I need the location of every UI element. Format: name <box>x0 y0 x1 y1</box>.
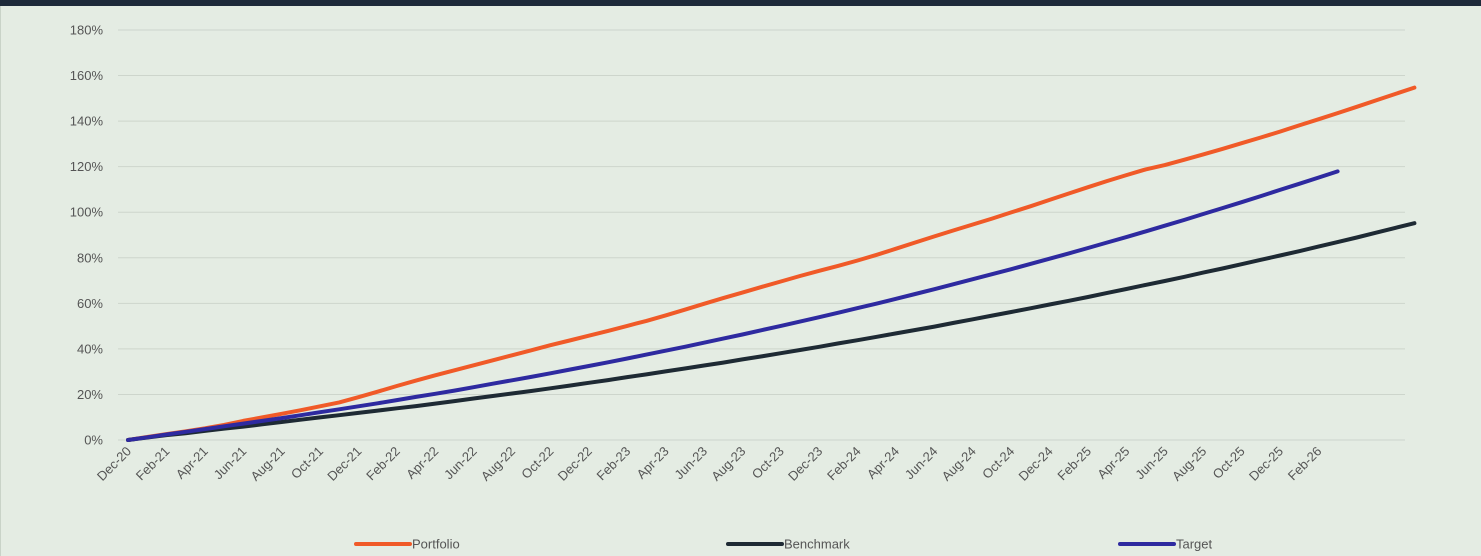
x-tick-label: Jun-21 <box>211 444 250 483</box>
x-tick-label: Dec-23 <box>785 444 825 484</box>
x-tick-label: Aug-24 <box>939 444 979 484</box>
y-tick-label: 180% <box>70 23 104 38</box>
x-tick-label: Dec-25 <box>1246 444 1286 484</box>
gridlines <box>118 30 1405 440</box>
legend-label-benchmark: Benchmark <box>784 537 850 552</box>
x-tick-label: Apr-23 <box>634 444 672 482</box>
y-tick-label: 20% <box>77 387 103 402</box>
x-tick-label: Oct-22 <box>518 444 556 482</box>
x-tick-label: Apr-22 <box>403 444 441 482</box>
x-tick-label: Aug-21 <box>247 444 287 484</box>
legend: Portfolio Benchmark Target <box>356 537 1213 552</box>
y-tick-label: 40% <box>77 341 103 356</box>
x-tick-label: Oct-25 <box>1210 444 1248 482</box>
y-tick-label: 0% <box>84 433 103 448</box>
x-tick-label: Oct-21 <box>288 444 326 482</box>
x-tick-label: Jun-23 <box>671 444 710 483</box>
x-tick-label: Aug-22 <box>478 444 518 484</box>
y-tick-label: 100% <box>70 205 104 220</box>
x-tick-label: Oct-23 <box>749 444 787 482</box>
y-tick-label: 160% <box>70 68 104 83</box>
x-tick-label: Dec-20 <box>94 444 134 484</box>
x-tick-label: Jun-22 <box>441 444 480 483</box>
series-lines <box>128 88 1414 440</box>
legend-label-target: Target <box>1176 537 1213 552</box>
series-line-target <box>128 171 1338 440</box>
x-tick-label: Dec-24 <box>1015 444 1055 484</box>
x-tick-label: Dec-21 <box>324 444 364 484</box>
x-tick-label: Aug-25 <box>1169 444 1209 484</box>
x-tick-label: Aug-23 <box>708 444 748 484</box>
x-tick-label: Apr-25 <box>1094 444 1132 482</box>
y-tick-label: 60% <box>77 296 103 311</box>
y-tick-label: 120% <box>70 159 104 174</box>
legend-label-portfolio: Portfolio <box>412 537 460 552</box>
x-tick-label: Jun-25 <box>1132 444 1171 483</box>
x-tick-label: Dec-22 <box>555 444 595 484</box>
y-tick-label: 140% <box>70 114 104 129</box>
x-tick-label: Feb-26 <box>1285 444 1325 484</box>
y-tick-label: 80% <box>77 250 103 265</box>
x-tick-label: Feb-25 <box>1054 444 1094 484</box>
x-tick-label: Feb-24 <box>824 444 864 484</box>
x-tick-label: Apr-21 <box>173 444 211 482</box>
series-line-portfolio <box>128 88 1414 440</box>
x-tick-label: Jun-24 <box>902 444 941 483</box>
x-tick-label: Feb-21 <box>133 444 173 484</box>
x-tick-label: Oct-24 <box>979 444 1017 482</box>
x-tick-label: Apr-24 <box>864 444 902 482</box>
x-tick-label: Feb-22 <box>363 444 403 484</box>
y-axis: 0% 20% 40% 60% 80% 100% 120% 140% 160% 180% <box>70 23 104 448</box>
x-tick-label: Feb-23 <box>594 444 634 484</box>
